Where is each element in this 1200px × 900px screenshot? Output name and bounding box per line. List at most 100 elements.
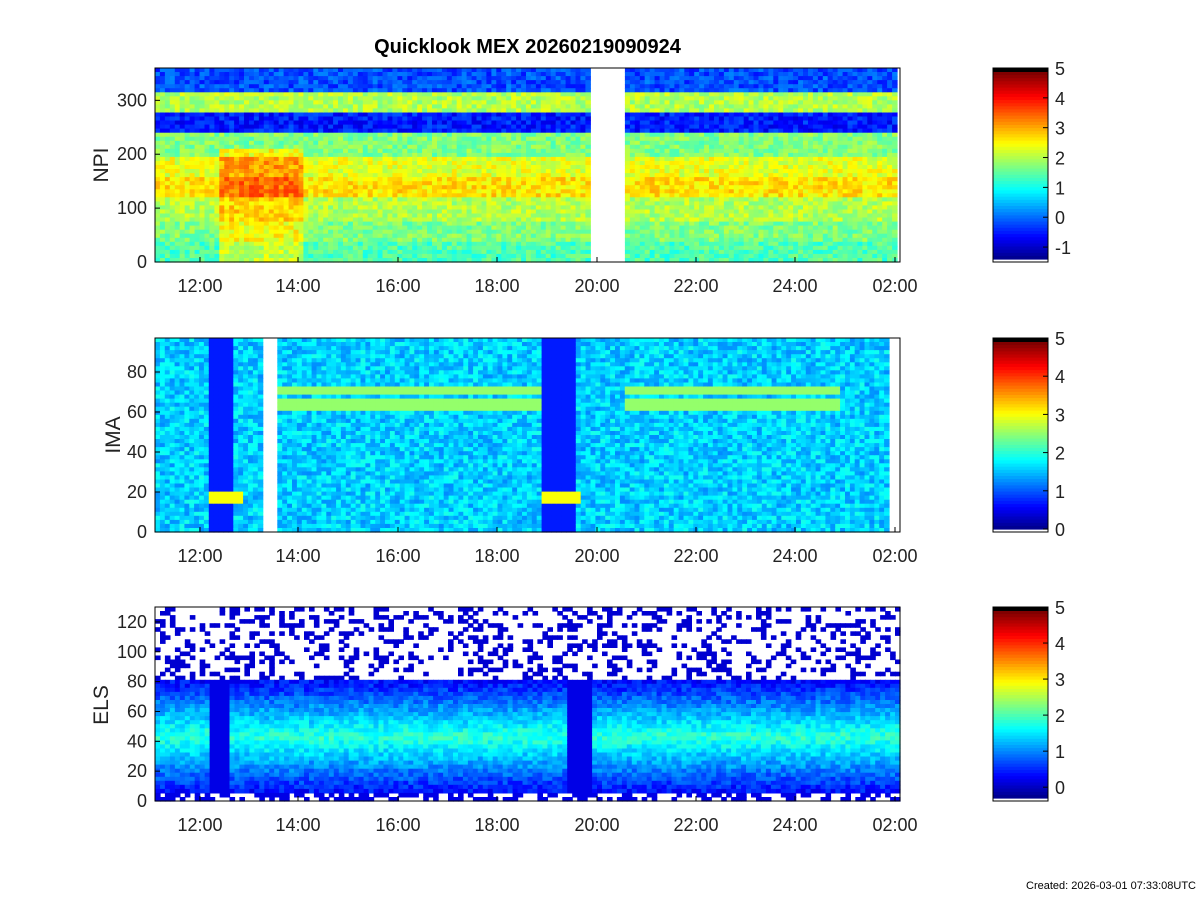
npi-cell: [184, 72, 191, 77]
npi-cell: [224, 68, 230, 73]
npi-cell: [194, 209, 201, 215]
npi-cell: [209, 72, 215, 77]
npi-cell: [179, 100, 186, 105]
npi-cell: [219, 213, 225, 219]
npi-cell: [199, 249, 205, 255]
npi-cell: [194, 197, 201, 202]
npi-spectrogram: [155, 68, 898, 263]
npi-cell: [155, 201, 161, 206]
npi-cell: [199, 92, 205, 97]
npi-cell: [169, 108, 176, 113]
npi-cell: [189, 116, 196, 122]
npi-cell: [159, 152, 166, 158]
npi-cell: [169, 181, 176, 186]
npi-cell: [209, 136, 215, 142]
npi-cell: [174, 140, 181, 146]
npi-cell: [164, 237, 171, 243]
npi-cell: [164, 88, 171, 93]
npi-cell: [224, 96, 230, 101]
npi-cell: [199, 165, 205, 170]
npi-cell: [199, 144, 205, 150]
npi-cell: [184, 68, 191, 73]
npi-cell: [219, 241, 225, 247]
npi-cell: [174, 189, 181, 194]
npi-cell: [214, 96, 220, 101]
npi-cell: [159, 209, 166, 215]
npi-cell: [189, 80, 196, 85]
npi-cell: [184, 173, 191, 178]
npi-cell: [155, 104, 161, 109]
npi-cell: [189, 124, 196, 130]
npi-cell: [194, 88, 201, 93]
npi-cell: [159, 169, 166, 174]
npi-cell: [204, 116, 210, 122]
npi-cell: [159, 100, 166, 105]
npi-cell: [174, 72, 181, 77]
npi-cell: [209, 132, 215, 138]
npi-cell: [169, 165, 176, 170]
npi-cell: [189, 88, 196, 93]
npi-cell: [224, 84, 230, 89]
npi-cell: [155, 258, 161, 263]
npi-cell: [204, 173, 210, 178]
npi-cell: [189, 161, 196, 166]
npi-cell: [179, 249, 186, 255]
npi-cell: [204, 217, 210, 223]
npi-cell: [204, 120, 210, 126]
npi-cell: [164, 165, 171, 170]
npi-cell: [164, 100, 171, 105]
npi-cell: [184, 124, 191, 130]
npi-cell: [164, 169, 171, 174]
npi-cell: [169, 128, 176, 134]
npi-cell: [194, 229, 201, 235]
npi-cell: [199, 209, 205, 215]
npi-cell: [164, 112, 171, 118]
npi-cell: [159, 96, 166, 101]
npi-cell: [194, 165, 201, 170]
npi-cell: [184, 233, 191, 239]
npi-cell: [159, 144, 166, 150]
npi-cell: [204, 144, 210, 150]
npi-cell: [179, 173, 186, 178]
npi-cell: [194, 120, 201, 126]
npi-cell: [209, 217, 215, 223]
npi-cell: [214, 161, 220, 166]
npi-cell: [184, 156, 191, 162]
npi-cell: [184, 225, 191, 231]
npi-cell: [159, 128, 166, 134]
npi-cell: [209, 197, 215, 202]
npi-cell: [184, 221, 191, 227]
npi-cell: [169, 177, 176, 182]
npi-cell: [209, 225, 215, 231]
npi-cell: [209, 181, 215, 186]
npi-cell: [179, 221, 186, 227]
npi-cell: [214, 72, 220, 77]
npi-cell: [204, 197, 210, 202]
npi-cell: [189, 120, 196, 126]
npi-cell: [214, 221, 220, 227]
npi-cell: [194, 128, 201, 134]
npi-cell: [174, 68, 181, 73]
npi-cell: [184, 96, 191, 101]
npi-cell: [159, 173, 166, 178]
npi-cell: [189, 245, 196, 251]
npi-cell: [174, 112, 181, 118]
npi-cell: [169, 96, 176, 101]
npi-cell: [164, 181, 171, 186]
npi-cell: [169, 205, 176, 210]
npi-cell: [189, 72, 196, 77]
npi-cell: [204, 169, 210, 174]
npi-cell: [169, 136, 176, 142]
npi-cell: [209, 108, 215, 113]
npi-cell: [199, 233, 205, 239]
npi-cell: [219, 173, 225, 178]
npi-cell: [174, 104, 181, 109]
npi-cell: [159, 112, 166, 118]
npi-cell: [194, 104, 201, 109]
npi-cell: [199, 76, 205, 81]
npi-cell: [164, 249, 171, 255]
npi-cell: [219, 136, 225, 142]
npi-cell: [184, 161, 191, 166]
npi-cell: [164, 173, 171, 178]
npi-cell: [214, 68, 220, 73]
